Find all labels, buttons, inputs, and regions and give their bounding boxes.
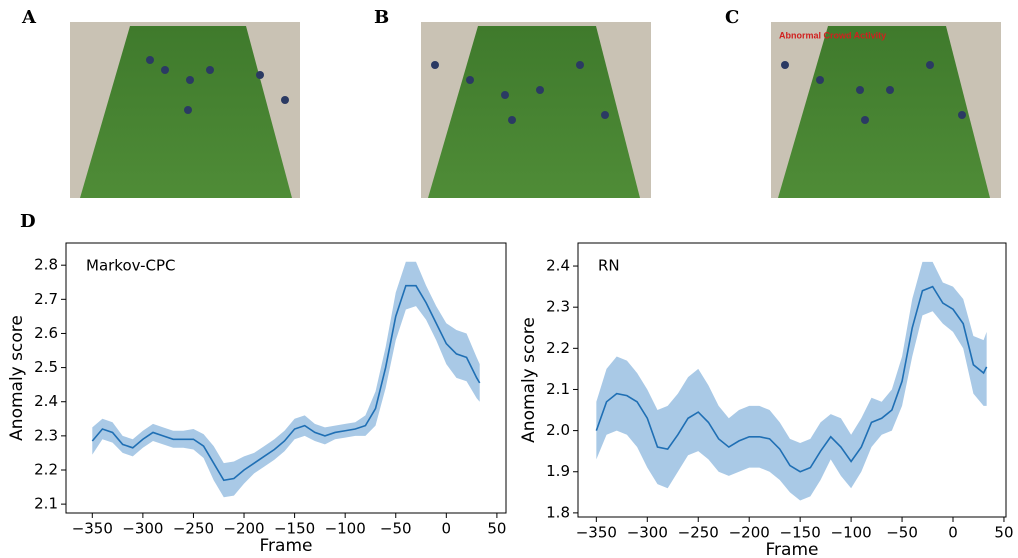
y-tick-label: 2.2 [34, 460, 58, 478]
y-tick-label: 2.1 [34, 495, 58, 513]
x-tick-label: 50 [487, 520, 506, 538]
x-tick-label: −100 [831, 524, 872, 542]
line [91, 284, 481, 482]
photo [70, 22, 300, 198]
x-tick-label: −250 [678, 524, 719, 542]
x-tick-label: −350 [72, 520, 113, 538]
y-tick-label: 2.5 [34, 358, 58, 376]
y-tick-label: 2.7 [34, 290, 58, 308]
confidence-band [596, 261, 987, 501]
x-tick-label: −200 [729, 524, 770, 542]
confidence-band [92, 261, 480, 498]
x-tick-label: −100 [325, 520, 366, 538]
y-tick-label: 2.2 [546, 339, 570, 357]
x-tick-label: −150 [780, 524, 821, 542]
y-tick-label: 1.8 [546, 503, 570, 521]
photo [421, 22, 651, 198]
y-tick-label: 2.3 [34, 426, 58, 444]
y-tick-label: 2.1 [546, 380, 570, 398]
x-tick-label: 0 [948, 524, 958, 542]
y-tick-label: 2.4 [34, 392, 58, 410]
overlay-text: Abnormal Crowd Activity [779, 30, 886, 40]
annotation: Markov-CPC [86, 257, 176, 275]
y-tick-label: 2.0 [546, 421, 570, 439]
x-tick-label: −300 [122, 520, 163, 538]
y-axis-label: Anomaly score [519, 317, 539, 443]
y-tick-label: 1.9 [546, 462, 570, 480]
line [595, 285, 988, 473]
x-axis-label: Frame [766, 540, 819, 558]
y-tick-label: 2.6 [34, 324, 58, 342]
panel-label: B [374, 7, 389, 28]
x-tick-label: −200 [223, 520, 264, 538]
panel-label: C [725, 7, 739, 28]
photo: Abnormal Crowd Activity [771, 22, 1001, 198]
plot-frame [65, 242, 507, 514]
x-tick-label: −250 [173, 520, 214, 538]
x-tick-label: −50 [380, 520, 412, 538]
x-tick-label: −300 [627, 524, 668, 542]
x-tick-label: −350 [576, 524, 617, 542]
y-tick-label: 2.4 [546, 257, 570, 275]
x-tick-label: 0 [442, 520, 452, 538]
y-tick-label: 2.3 [546, 298, 570, 316]
x-tick-label: 50 [994, 524, 1013, 542]
plot-frame [577, 242, 1007, 518]
panel-label: A [21, 7, 37, 28]
x-tick-label: −150 [274, 520, 315, 538]
panel-label: D [20, 211, 36, 232]
x-axis-label: Frame [260, 536, 313, 556]
x-tick-label: −50 [886, 524, 918, 542]
y-tick-label: 2.8 [34, 256, 58, 274]
annotation: RN [598, 257, 620, 275]
y-axis-label: Anomaly score [7, 315, 27, 441]
